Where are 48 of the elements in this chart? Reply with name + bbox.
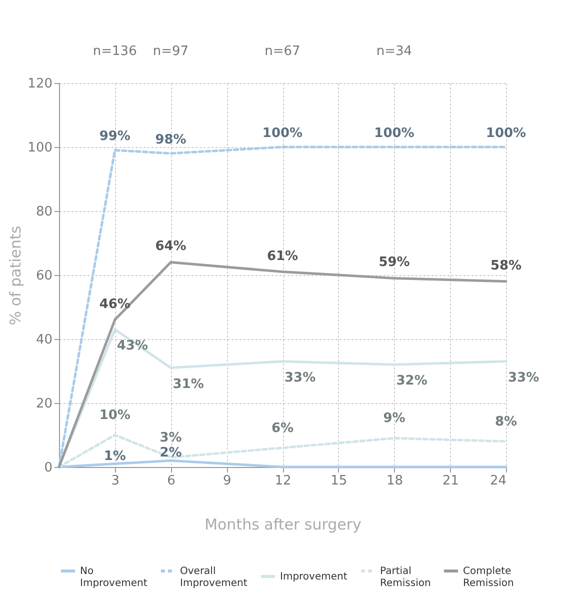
x-axis-title: Months after surgery (204, 516, 362, 534)
data-label: 10% (99, 408, 130, 423)
data-label: 32% (396, 374, 428, 389)
legend-label: Overall Improvement (180, 566, 248, 589)
data-label: 33% (284, 370, 316, 386)
data-label: 1% (104, 448, 126, 464)
data-label: 8% (494, 414, 518, 430)
x-tick-label: 3 (111, 474, 120, 488)
x-tick-label: 15 (330, 474, 348, 488)
data-label: 64% (155, 239, 186, 254)
data-label: 100% (374, 126, 414, 141)
data-label: 46% (99, 296, 130, 312)
data-label: 100% (486, 126, 526, 141)
y-tick-label: 60 (36, 268, 52, 284)
x-tick-label: 21 (442, 474, 459, 488)
legend-label: No Improvement (80, 566, 148, 589)
y-tick-label: 40 (36, 332, 52, 348)
y-tick-label: 20 (36, 396, 52, 412)
data-label: 43% (116, 338, 148, 354)
x-tick-label: 24 (490, 474, 506, 488)
data-label: 6% (271, 420, 294, 436)
data-label: 3% (160, 430, 182, 446)
legend-label: Complete Remission (463, 566, 514, 589)
data-label: 61% (266, 248, 298, 264)
data-label: 2% (160, 446, 182, 461)
legend-label: Partial Remission (380, 566, 431, 589)
x-tick-label: 12 (274, 474, 292, 488)
y-tick-label: 120 (28, 76, 52, 92)
data-label: 98% (155, 132, 186, 148)
data-label: 99% (99, 129, 130, 144)
y-tick-label: 80 (36, 204, 52, 220)
y-tick-label: 100 (28, 140, 52, 156)
text: n=136 (92, 44, 137, 59)
data-label: 59% (378, 255, 410, 270)
text: n=97 (152, 44, 189, 59)
data-label: 58% (490, 258, 522, 274)
x-tick-label: 6 (167, 474, 176, 488)
legend-label: Improvement (280, 572, 348, 582)
text: n=34 (376, 44, 412, 59)
y-tick-label: 0 (44, 460, 52, 476)
y-axis-title: % of patients (6, 226, 25, 326)
data-label: 33% (508, 370, 540, 386)
data-label: 100% (262, 126, 303, 141)
x-tick-label: 9 (222, 474, 232, 488)
text: n=67 (264, 44, 300, 59)
x-tick-label: 18 (386, 474, 404, 488)
data-label: 9% (383, 411, 406, 426)
data-label: 31% (172, 376, 204, 392)
